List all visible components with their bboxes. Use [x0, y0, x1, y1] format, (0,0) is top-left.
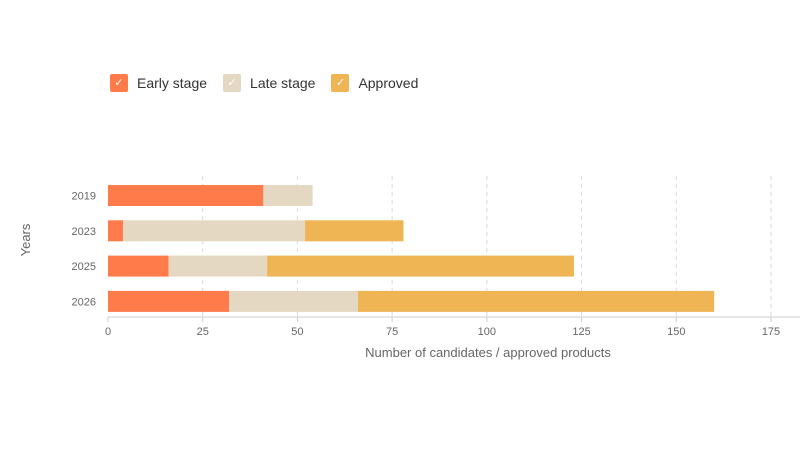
- bar-segment[interactable]: [108, 185, 264, 206]
- bar-segment[interactable]: [358, 290, 715, 312]
- check-icon[interactable]: ✓: [110, 74, 128, 92]
- x-tick-label: 0: [105, 326, 111, 338]
- y-tick-label: 2025: [72, 261, 96, 273]
- bar-segment[interactable]: [108, 255, 169, 277]
- legend-item-late-stage[interactable]: ✓ Late stage: [223, 74, 315, 92]
- legend: ✓ Early stage ✓ Late stage ✓ Approved: [110, 74, 434, 92]
- x-tick-label: 25: [197, 326, 209, 338]
- bars: [108, 185, 715, 312]
- x-tick-label: 50: [291, 326, 303, 338]
- y-tick-label: 2023: [72, 226, 96, 238]
- bar-segment[interactable]: [229, 290, 359, 312]
- x-tick-label: 125: [572, 326, 590, 338]
- bar-segment[interactable]: [108, 220, 124, 242]
- y-tick-label: 2019: [72, 191, 96, 203]
- y-tick-label: 2026: [72, 296, 96, 308]
- legend-label-late-stage: Late stage: [250, 75, 316, 91]
- x-tick-label: 150: [667, 326, 685, 338]
- legend-item-early-stage[interactable]: ✓ Early stage: [110, 74, 207, 92]
- bar-segment[interactable]: [108, 290, 230, 312]
- check-icon[interactable]: ✓: [331, 74, 350, 92]
- legend-label-approved: Approved: [358, 75, 419, 91]
- y-axis-title: Years: [18, 223, 33, 256]
- x-tick-label: 100: [478, 326, 496, 338]
- x-axis-title: Number of candidates / approved products: [365, 345, 611, 360]
- axes: 0 25 50 75 100 125 150 175 2019 2023 2025 2026: [72, 191, 800, 338]
- x-tick-label: 175: [762, 326, 780, 338]
- bar-segment[interactable]: [168, 255, 268, 277]
- legend-item-approved[interactable]: ✓ Approved: [331, 74, 418, 92]
- bar-segment[interactable]: [305, 220, 404, 242]
- check-icon[interactable]: ✓: [223, 74, 242, 92]
- bar-segment[interactable]: [123, 220, 306, 242]
- legend-label-early-stage: Early stage: [137, 75, 208, 91]
- bar-segment[interactable]: [263, 185, 313, 206]
- bar-segment[interactable]: [267, 255, 574, 277]
- x-tick-label: 75: [386, 326, 398, 338]
